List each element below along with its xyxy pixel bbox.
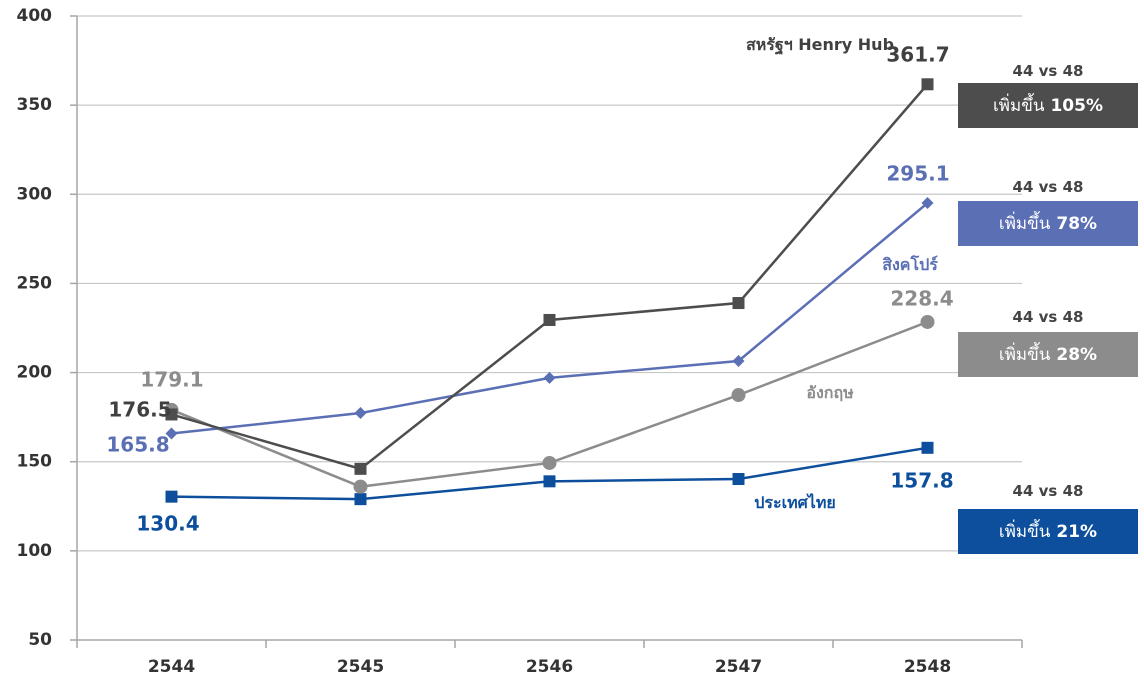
comparison-label: 44 vs 48: [1012, 178, 1084, 196]
y-tick-label: 250: [17, 273, 53, 293]
change-label: เพิ่มขึ้น: [998, 214, 1051, 234]
marker: [543, 371, 556, 384]
y-tick-label: 200: [17, 363, 53, 383]
marker: [732, 297, 745, 310]
series-name: ประเทศไทย: [754, 493, 836, 512]
change-label: เพิ่มขึ้น: [993, 96, 1045, 116]
marker: [165, 408, 178, 421]
y-tick-label: 150: [17, 452, 53, 472]
change-box: เพิ่มขึ้น 28%: [958, 332, 1138, 377]
data-label: 130.4: [136, 512, 199, 536]
y-tick-label: 400: [17, 6, 53, 26]
comparison-label: 44 vs 48: [1012, 62, 1084, 80]
data-label: 165.8: [106, 433, 169, 457]
marker: [921, 78, 934, 91]
data-label: 295.1: [886, 162, 949, 186]
data-label: 179.1: [140, 368, 203, 392]
marker: [731, 388, 746, 403]
marker: [542, 455, 557, 470]
change-label: เพิ่มขึ้น: [998, 522, 1051, 542]
series-name: สิงคโปร์: [882, 255, 938, 274]
series-name: สหรัฐฯ Henry Hub: [745, 35, 895, 54]
comparison-label: 44 vs 48: [1012, 308, 1084, 326]
marker: [354, 462, 367, 475]
marker: [732, 473, 745, 486]
change-box: เพิ่มขึ้น 78%: [958, 201, 1138, 246]
x-tick-label: 2547: [715, 657, 762, 677]
data-label: 228.4: [890, 287, 953, 311]
x-tick-label: 2545: [337, 657, 384, 677]
x-tick-label: 2546: [526, 657, 573, 677]
y-tick-label: 50: [28, 630, 52, 650]
change-value: 21%: [1056, 521, 1098, 542]
y-tick-label: 300: [17, 184, 53, 204]
change-value: 105%: [1050, 95, 1103, 116]
data-label: 157.8: [890, 469, 953, 493]
marker: [165, 427, 178, 440]
marker: [921, 441, 934, 454]
y-tick-label: 100: [17, 541, 53, 561]
marker: [732, 354, 745, 367]
marker: [920, 314, 935, 329]
series-name: อังกฤษ: [806, 383, 854, 402]
x-tick-label: 2544: [148, 657, 195, 677]
marker: [543, 313, 556, 326]
marker: [165, 490, 178, 503]
change-value: 78%: [1056, 213, 1098, 234]
comparison-label: 44 vs 48: [1012, 482, 1084, 500]
y-tick-label: 350: [17, 95, 53, 115]
marker: [354, 407, 367, 420]
marker: [354, 493, 367, 506]
change-box: เพิ่มขึ้น 21%: [958, 509, 1138, 554]
change-value: 28%: [1056, 344, 1098, 365]
marker: [543, 475, 556, 488]
change-box: เพิ่มขึ้น 105%: [958, 83, 1138, 128]
marker: [353, 479, 368, 494]
change-label: เพิ่มขึ้น: [998, 345, 1051, 365]
series-line: [171, 83, 929, 471]
data-label: 176.5: [108, 398, 171, 422]
marker: [921, 197, 934, 210]
x-tick-label: 2548: [904, 657, 951, 677]
data-label: 361.7: [886, 43, 949, 67]
